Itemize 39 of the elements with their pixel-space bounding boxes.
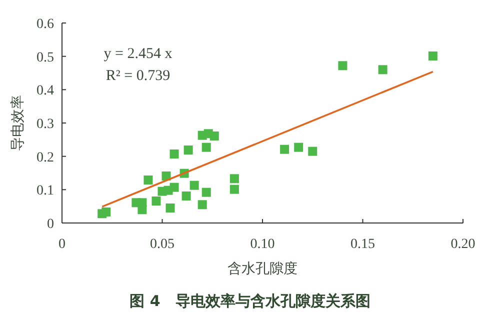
annotation: R² = 0.739 — [106, 68, 170, 84]
point — [294, 142, 304, 152]
x-tick-label: 0.15 — [350, 237, 375, 252]
y-axis-title: 导电效率 — [10, 95, 26, 151]
point — [144, 176, 153, 184]
x-tick-label: 0.10 — [250, 237, 275, 252]
x-axis-title: 含水孔隙度 — [228, 261, 298, 277]
point — [230, 174, 239, 184]
point — [170, 182, 179, 192]
x-tick-label: 0 — [58, 237, 66, 252]
point — [198, 200, 207, 210]
point — [230, 184, 239, 194]
point — [338, 61, 348, 70]
point — [210, 132, 219, 140]
y-tick-label: 0.5 — [36, 50, 54, 66]
point — [202, 142, 211, 152]
point — [202, 188, 211, 197]
point — [102, 208, 111, 216]
annotation: y = 2.454 x — [104, 46, 173, 62]
point — [182, 192, 191, 200]
y-tick-label: 0.6 — [36, 17, 54, 32]
y-tick-label: 0.3 — [36, 117, 54, 132]
point — [138, 205, 147, 214]
point — [308, 146, 318, 156]
y-tick-label: 0.4 — [36, 84, 54, 99]
y-tick-label: 0.1 — [36, 184, 54, 199]
point — [428, 52, 438, 60]
point — [190, 180, 199, 190]
point — [184, 146, 193, 154]
point — [166, 204, 175, 212]
y-tick-label: 0.2 — [36, 150, 54, 166]
y-tick-label: 0 — [47, 217, 54, 232]
point — [280, 144, 290, 154]
point — [170, 150, 179, 158]
point — [152, 196, 161, 206]
text: 图 4 导电效率与含水孔隙度关系图 — [130, 292, 370, 310]
point — [378, 65, 388, 74]
x-tick-label: 0.20 — [450, 237, 476, 252]
x-tick-label: 0.05 — [150, 237, 174, 252]
